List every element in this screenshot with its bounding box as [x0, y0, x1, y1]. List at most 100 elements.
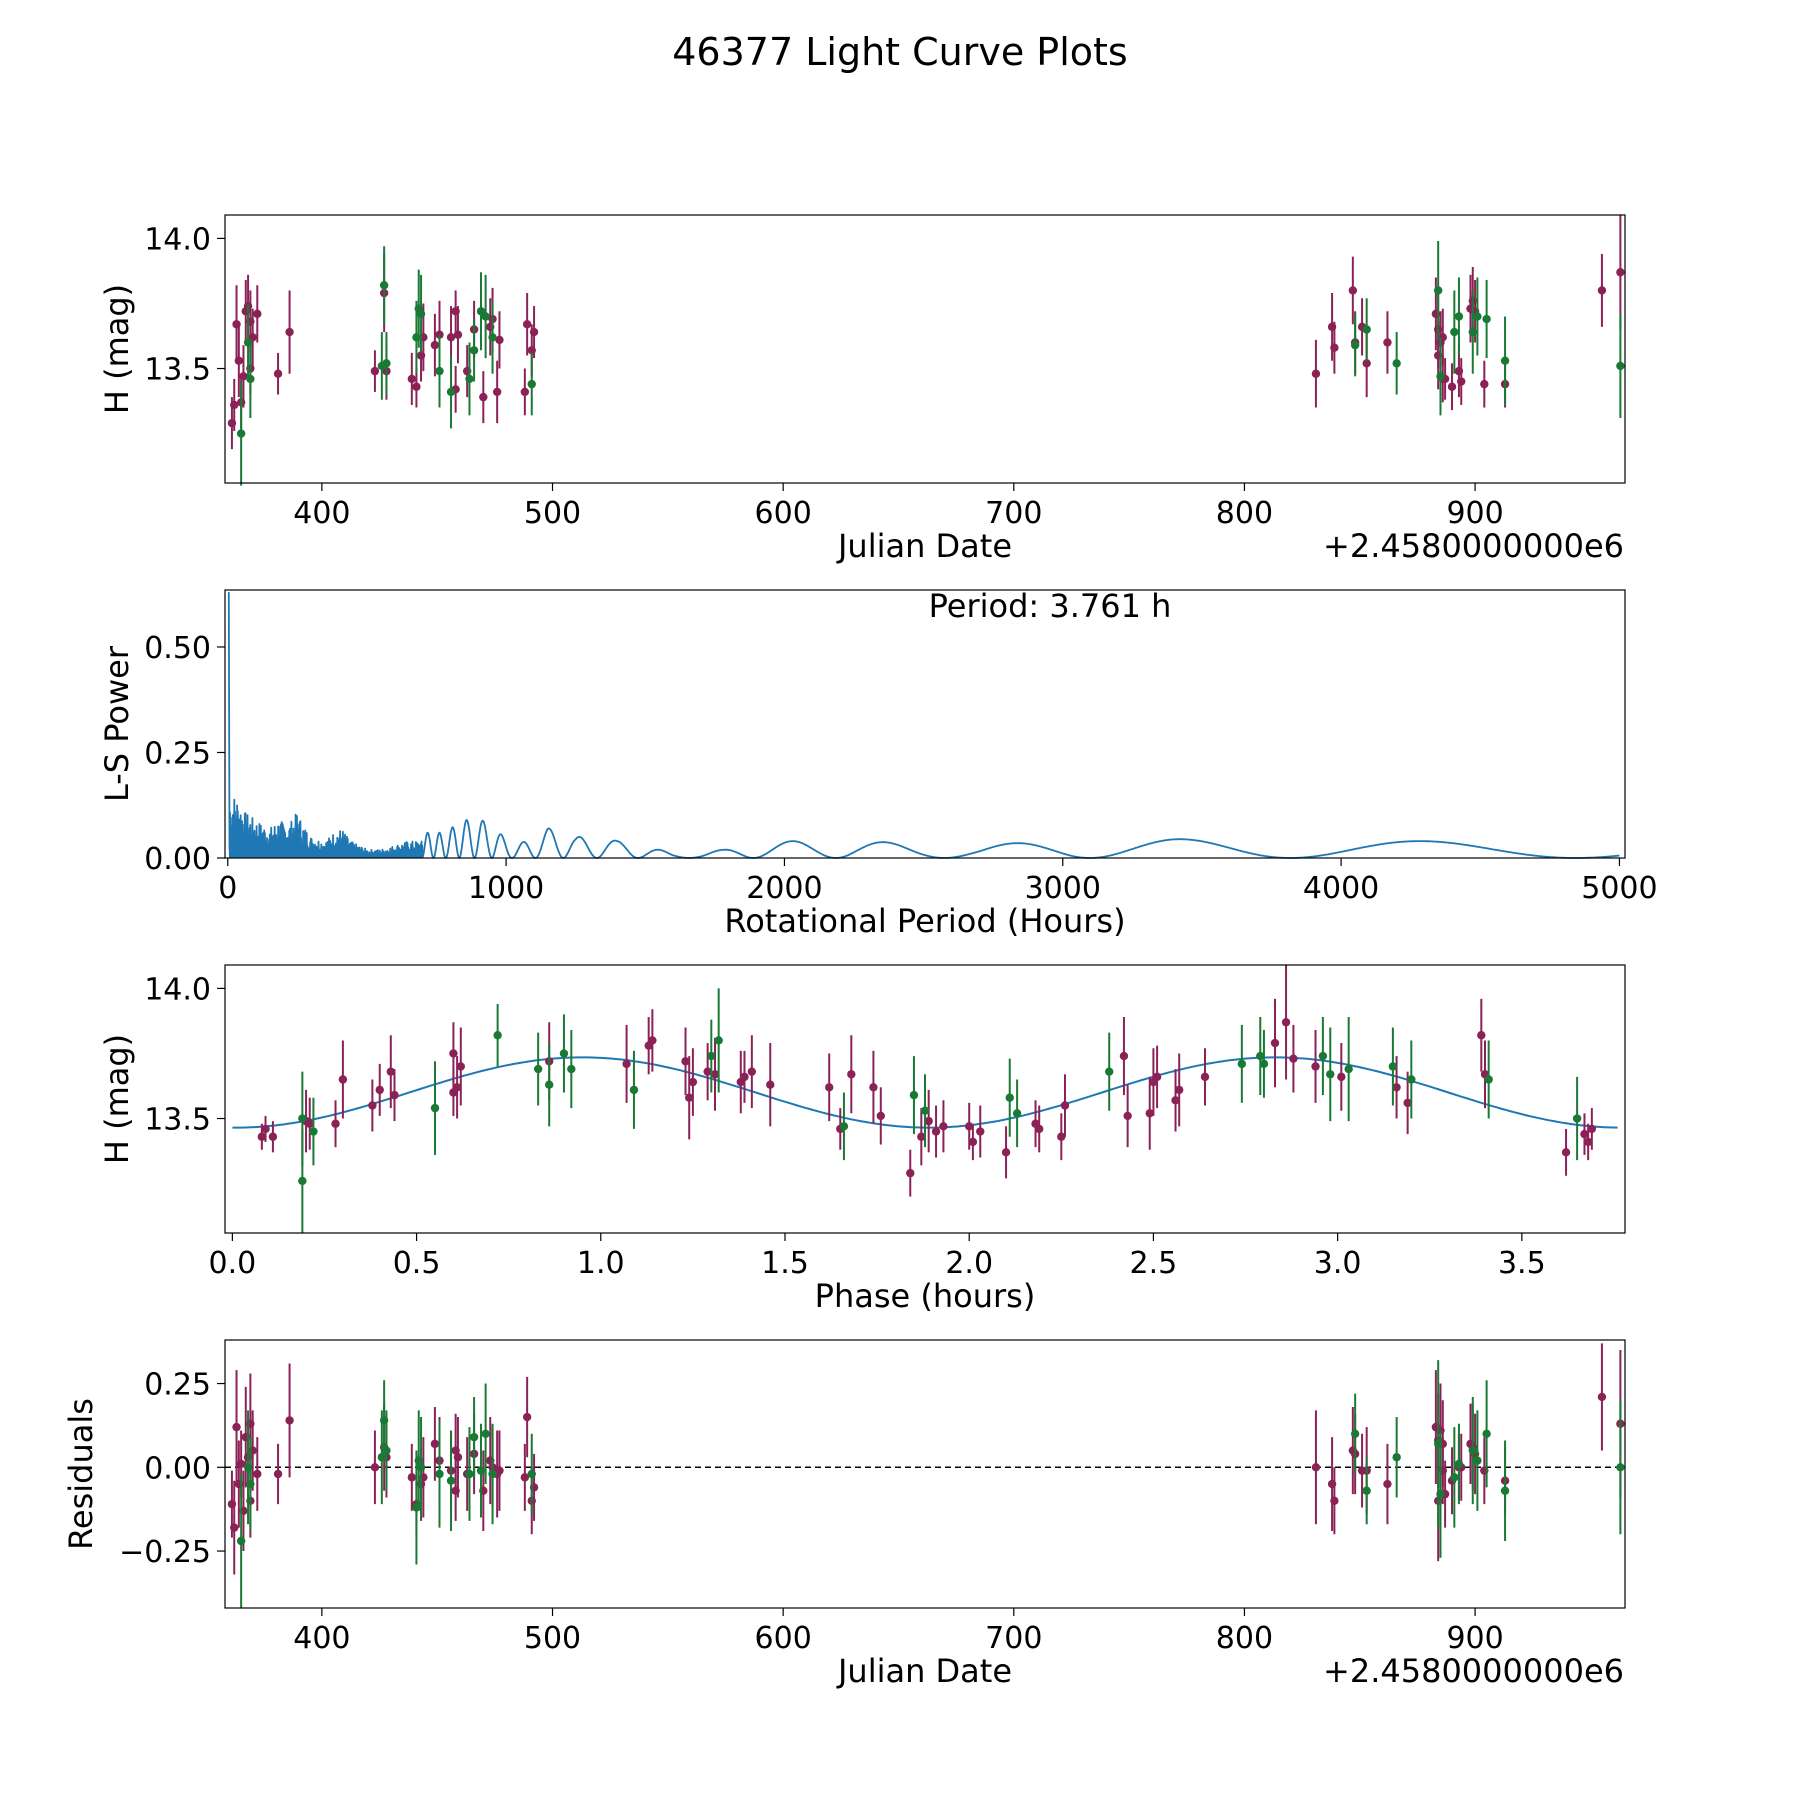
data-point-g [1616, 1463, 1625, 1472]
x-tick-label: 1000 [468, 871, 544, 906]
data-point-g [493, 1031, 502, 1040]
data-point-g [1237, 1059, 1247, 1069]
data-point-r [452, 1083, 462, 1092]
data-point-g [1500, 1486, 1510, 1495]
data-point-g [1454, 1459, 1464, 1469]
data-point-g [1473, 312, 1482, 321]
data-point-g [1259, 1059, 1269, 1069]
data-point-r [939, 1122, 948, 1131]
data-point-g [430, 1103, 440, 1113]
data-point-g [1256, 1051, 1265, 1061]
data-point-g [1482, 314, 1491, 324]
lightcurve-y-ticks: 13.5 14.0 [144, 222, 225, 388]
data-point-r [648, 1036, 657, 1045]
x-tick-label: 3.0 [1314, 1246, 1362, 1281]
periodogram-axes-frame [224, 589, 1626, 859]
data-point-r [622, 1059, 631, 1069]
x-tick-label: 800 [1216, 1621, 1273, 1656]
data-point-r [1587, 1124, 1597, 1134]
x-tick-label: 2000 [746, 871, 822, 906]
data-point-r [430, 340, 440, 350]
data-point-r [1281, 1018, 1291, 1027]
data-point-r [456, 1062, 465, 1071]
figure-title: 46377 Light Curve Plots [672, 30, 1127, 74]
data-point-g [1350, 340, 1360, 350]
residuals-axes-frame [224, 1339, 1626, 1609]
data-point-r [1447, 382, 1457, 391]
data-point-r [825, 1083, 834, 1092]
data-point-r [1597, 1392, 1607, 1402]
data-point-g [246, 1479, 255, 1489]
data-point-g [545, 1080, 554, 1089]
data-point-g [1482, 1429, 1491, 1439]
data-point-r [968, 1137, 978, 1147]
lightcurve-x-label: Julian Date [836, 527, 1012, 565]
data-point-r [390, 1090, 399, 1100]
data-point-r [1383, 1479, 1392, 1489]
data-point-g [1454, 312, 1464, 321]
data-point-r [1392, 1083, 1401, 1092]
data-point-r [1035, 1124, 1044, 1134]
data-point-r [931, 1127, 941, 1136]
data-point-r [710, 1070, 720, 1079]
data-point-r [370, 1463, 380, 1472]
data-point-r [375, 1085, 384, 1095]
data-point-r [285, 1416, 294, 1425]
data-point-r [681, 1057, 690, 1066]
data-point-r [529, 327, 539, 337]
data-point-r [236, 1459, 246, 1469]
panel-residuals: 400 500 600 700 800 900 −0.25 0.00 0.25 Julian … [62, 1339, 1626, 1690]
data-point-g [446, 1476, 456, 1485]
x-tick-label: 3000 [1025, 871, 1101, 906]
data-point-r [239, 372, 248, 381]
y-tick-label: −0.25 [119, 1535, 211, 1570]
data-point-r [703, 1067, 712, 1076]
periodogram-power-line [227, 592, 1620, 859]
data-point-g [1362, 1486, 1371, 1495]
data-point-r [370, 366, 380, 376]
data-point-r [1060, 1101, 1070, 1110]
x-tick-label: 0.0 [209, 1246, 257, 1281]
x-tick-label: 500 [524, 1621, 581, 1656]
data-point-r [492, 387, 502, 397]
x-tick-label: 400 [293, 496, 350, 531]
data-point-r [261, 1124, 270, 1134]
data-point-r [1145, 1109, 1154, 1118]
data-point-r [273, 369, 283, 378]
residuals-y-label: Residuals [62, 1398, 100, 1550]
data-point-g [533, 1064, 543, 1074]
data-point-r [906, 1168, 915, 1178]
data-point-r [257, 1132, 267, 1141]
data-point-r [520, 387, 530, 397]
x-tick-label: 900 [1446, 1621, 1503, 1656]
data-point-g [1388, 1062, 1398, 1071]
data-point-r [685, 1093, 694, 1102]
data-point-g [382, 359, 391, 368]
data-point-r [234, 356, 244, 365]
panel-periodogram: 0 1000 2000 3000 4000 5000 0.00 0.25 0.50 Perio… [98, 587, 1658, 940]
data-point-r [1580, 1129, 1589, 1139]
periodogram-x-ticks: 0 1000 2000 3000 4000 5000 [218, 858, 1658, 906]
data-point-g [416, 1463, 426, 1472]
data-point-g [527, 379, 536, 389]
data-point-g [1012, 1109, 1022, 1118]
data-point-g [236, 429, 246, 438]
data-point-g [1350, 1429, 1360, 1439]
data-point-r [232, 1422, 241, 1432]
data-point-r [273, 1469, 283, 1479]
x-tick-label: 600 [755, 1621, 812, 1656]
x-tick-label: 700 [985, 496, 1042, 531]
data-point-r [924, 1116, 933, 1126]
phased-marks [232, 965, 1618, 1233]
data-point-r [847, 1070, 856, 1079]
data-point-g [707, 1051, 716, 1061]
data-point-r [1457, 377, 1466, 386]
x-tick-label: 1.0 [577, 1246, 625, 1281]
data-point-g [465, 1469, 474, 1479]
data-point-r [430, 1439, 440, 1449]
data-point-r [453, 1453, 463, 1462]
x-tick-label: 3.5 [1498, 1246, 1546, 1281]
y-tick-label: 14.0 [144, 222, 211, 257]
data-point-g [476, 1466, 486, 1475]
data-point-g [1468, 1446, 1477, 1455]
